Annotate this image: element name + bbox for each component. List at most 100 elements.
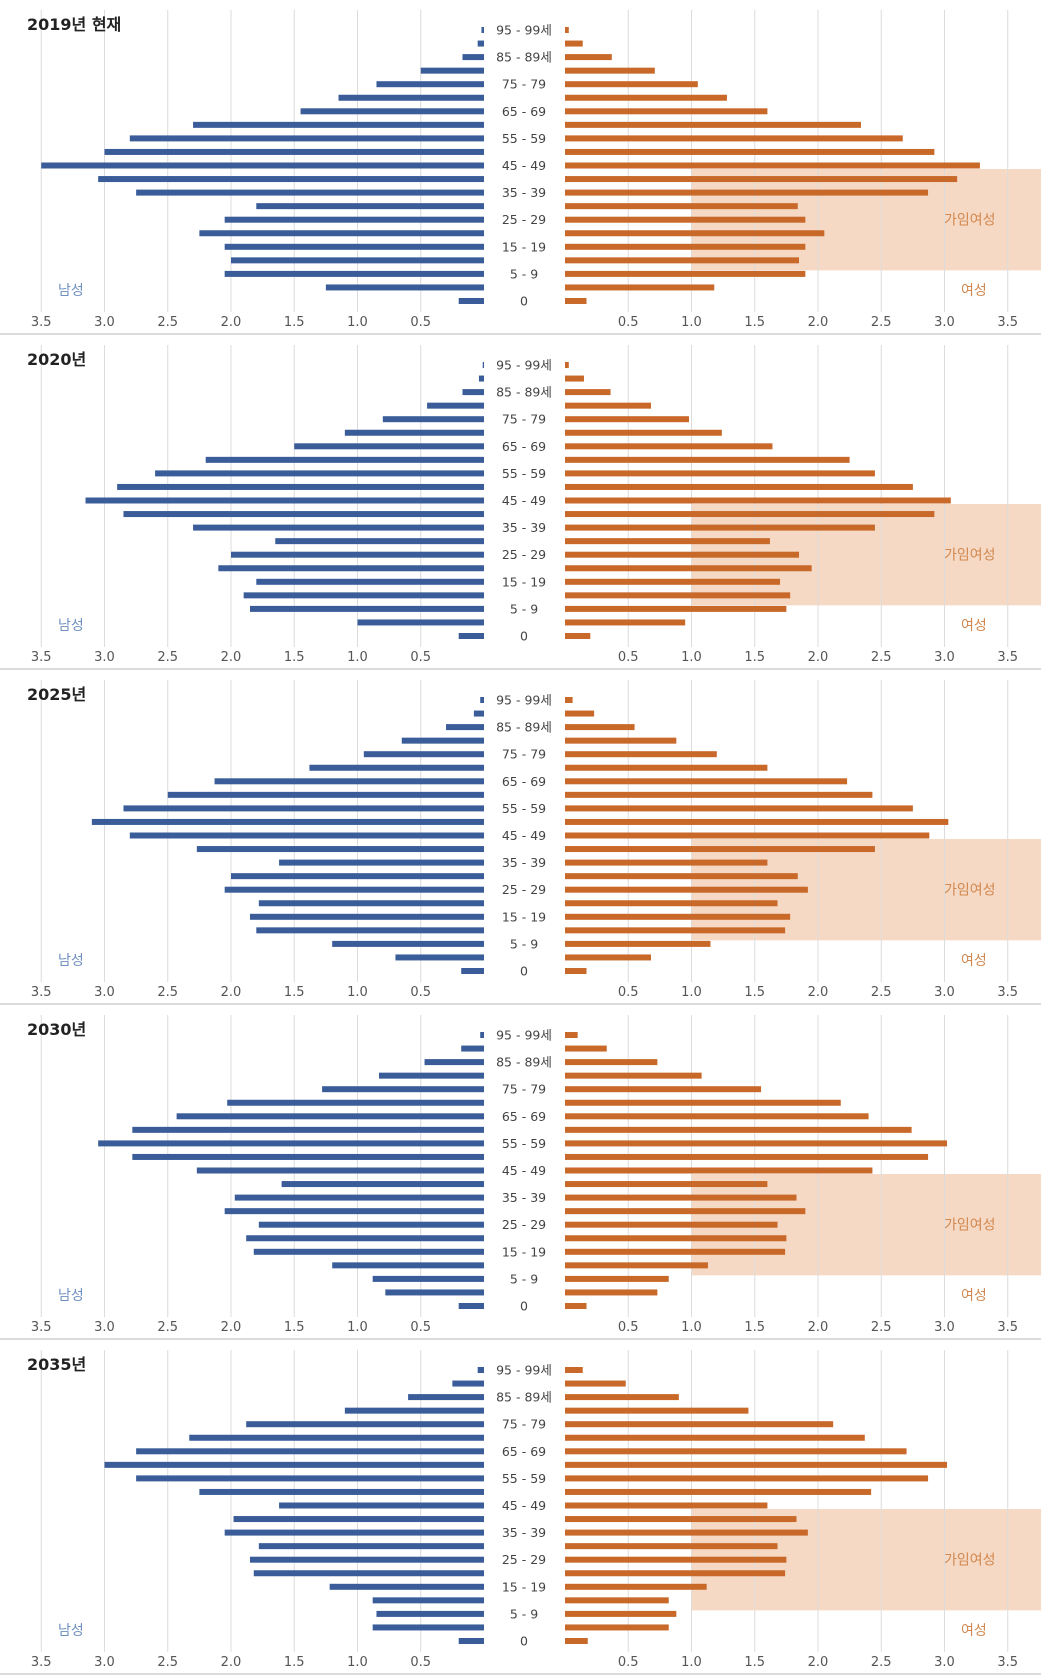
x-tick-label-male: 0.5 bbox=[410, 315, 431, 330]
bar-female-15-19 bbox=[565, 592, 791, 599]
age-label: 75 - 79 bbox=[502, 412, 546, 427]
female-label: 여성 bbox=[961, 1288, 987, 1304]
bar-male-70-74 bbox=[176, 1113, 485, 1120]
bar-male-90-94 bbox=[408, 1394, 484, 1401]
bar-female-40-44 bbox=[565, 189, 929, 196]
bar-female-100+ bbox=[565, 27, 569, 33]
bar-male-95-99 bbox=[478, 375, 484, 382]
panel-title: 2019년 현재 bbox=[27, 15, 121, 34]
bar-male-20-24 bbox=[253, 1248, 484, 1255]
x-tick-label-female: 3.0 bbox=[934, 1655, 955, 1670]
pyramid-panel-1: 0 5 - 9 15 - 19 25 - 29 35 - 39 45 - 49 55 - 5… bbox=[0, 0, 1041, 335]
x-tick-label-female: 2.5 bbox=[871, 315, 892, 330]
bar-male-35-39 bbox=[231, 873, 484, 880]
x-tick-label-female: 1.5 bbox=[744, 985, 765, 1000]
bar-female-30-34 bbox=[565, 1221, 778, 1228]
female-label: 여성 bbox=[961, 953, 987, 969]
bar-male-25-29 bbox=[258, 900, 484, 907]
x-tick-label-female: 2.0 bbox=[808, 1655, 829, 1670]
bar-female-95-99 bbox=[565, 375, 584, 382]
age-label: 15 - 19 bbox=[502, 239, 546, 254]
x-tick-label-male: 3.0 bbox=[94, 650, 115, 665]
x-tick-label-female: 3.5 bbox=[997, 650, 1018, 665]
x-tick-label-male: 1.0 bbox=[347, 1320, 368, 1335]
bar-male-85-89 bbox=[379, 1072, 484, 1079]
age-label: 5 - 9 bbox=[510, 936, 538, 951]
bar-female-50-54 bbox=[565, 1167, 873, 1174]
x-tick-label-female: 1.0 bbox=[681, 650, 702, 665]
bar-female-10-14 bbox=[565, 1610, 677, 1617]
bar-male-90-94 bbox=[446, 724, 484, 731]
x-tick-label-male: 3.0 bbox=[94, 1655, 115, 1670]
age-label: 55 - 59 bbox=[502, 466, 546, 481]
bar-female-35-39 bbox=[565, 203, 798, 210]
pyramid-chart-svg: 0 5 - 9 15 - 19 25 - 29 35 - 39 45 - 49 55 - 5… bbox=[0, 1350, 1041, 1675]
bar-male-65-69 bbox=[132, 1126, 484, 1133]
fertile-women-label: 가임여성 bbox=[944, 883, 996, 899]
x-tick-label-female: 0.5 bbox=[618, 650, 639, 665]
bar-female-65-69 bbox=[565, 1461, 948, 1468]
x-tick-label-female: 2.5 bbox=[871, 1320, 892, 1335]
bar-female-80-84 bbox=[565, 416, 689, 423]
age-label: 85 - 89세 bbox=[496, 50, 552, 65]
x-tick-label-male: 0.5 bbox=[410, 1655, 431, 1670]
bar-female-70-74 bbox=[565, 1113, 869, 1120]
pyramid-panel-2: 0 5 - 9 15 - 19 25 - 29 35 - 39 45 - 49 55 - 5… bbox=[0, 335, 1041, 670]
age-label: 15 - 19 bbox=[502, 1244, 546, 1259]
male-label: 남성 bbox=[58, 1288, 84, 1304]
bar-female-85-89 bbox=[565, 737, 677, 744]
pyramid-chart-svg: 0 5 - 9 15 - 19 25 - 29 35 - 39 45 - 49 55 - 5… bbox=[0, 1015, 1041, 1340]
age-label: 55 - 59 bbox=[502, 131, 546, 146]
bar-female-25-29 bbox=[565, 230, 825, 237]
bar-male-15-19 bbox=[256, 927, 484, 934]
bar-male-10-14 bbox=[224, 270, 485, 277]
bar-female-80-84 bbox=[565, 751, 717, 758]
x-tick-label-female: 1.5 bbox=[744, 1320, 765, 1335]
age-label: 95 - 99세 bbox=[496, 23, 552, 38]
bar-female-60-64 bbox=[565, 470, 875, 477]
bar-male-30-34 bbox=[249, 1556, 484, 1563]
bar-male-15-19 bbox=[231, 257, 484, 264]
x-tick-label-female: 1.0 bbox=[681, 1320, 702, 1335]
bar-male-80-84 bbox=[363, 751, 484, 758]
age-label: 5 - 9 bbox=[510, 1271, 538, 1286]
x-tick-label-male: 1.5 bbox=[284, 1320, 305, 1335]
bar-male-65-69 bbox=[167, 791, 484, 798]
x-tick-label-female: 3.0 bbox=[934, 650, 955, 665]
bar-female-0-4 bbox=[565, 1638, 588, 1644]
age-label: 15 - 19 bbox=[502, 574, 546, 589]
bar-female-45-49 bbox=[565, 511, 935, 518]
x-tick-label-female: 1.0 bbox=[681, 985, 702, 1000]
bar-female-70-74 bbox=[565, 108, 768, 115]
x-tick-label-male: 3.0 bbox=[94, 985, 115, 1000]
x-tick-label-female: 0.5 bbox=[618, 1655, 639, 1670]
bar-female-25-29 bbox=[565, 1235, 787, 1242]
pyramid-panel-3: 0 5 - 9 15 - 19 25 - 29 35 - 39 45 - 49 55 - 5… bbox=[0, 670, 1041, 1005]
age-label: 95 - 99세 bbox=[496, 693, 552, 708]
bar-male-100+ bbox=[482, 362, 484, 368]
age-label: 0 bbox=[520, 1299, 528, 1314]
bar-female-70-74 bbox=[565, 778, 848, 785]
age-label: 75 - 79 bbox=[502, 1082, 546, 1097]
age-label: 65 - 69 bbox=[502, 439, 546, 454]
bar-female-65-69 bbox=[565, 121, 862, 128]
bar-female-30-34 bbox=[565, 551, 800, 558]
x-tick-label-female: 1.0 bbox=[681, 315, 702, 330]
bar-female-0-4 bbox=[565, 633, 591, 639]
bar-male-85-89 bbox=[344, 1407, 484, 1414]
bar-male-90-94 bbox=[462, 389, 484, 396]
bar-female-80-84 bbox=[565, 1421, 834, 1428]
female-label: 여성 bbox=[961, 1623, 987, 1639]
bar-male-65-69 bbox=[205, 456, 484, 463]
bar-male-30-34 bbox=[258, 1221, 484, 1228]
age-label: 0 bbox=[520, 1634, 528, 1649]
bar-female-50-54 bbox=[565, 497, 951, 504]
bar-male-80-84 bbox=[322, 1086, 484, 1093]
bar-female-80-84 bbox=[565, 1086, 762, 1093]
bar-female-85-89 bbox=[565, 402, 652, 409]
male-label: 남성 bbox=[58, 283, 84, 299]
x-tick-label-male: 1.5 bbox=[284, 1655, 305, 1670]
bar-male-15-19 bbox=[372, 1597, 484, 1604]
bar-male-55-59 bbox=[91, 818, 484, 825]
bar-male-5-9 bbox=[357, 619, 484, 626]
